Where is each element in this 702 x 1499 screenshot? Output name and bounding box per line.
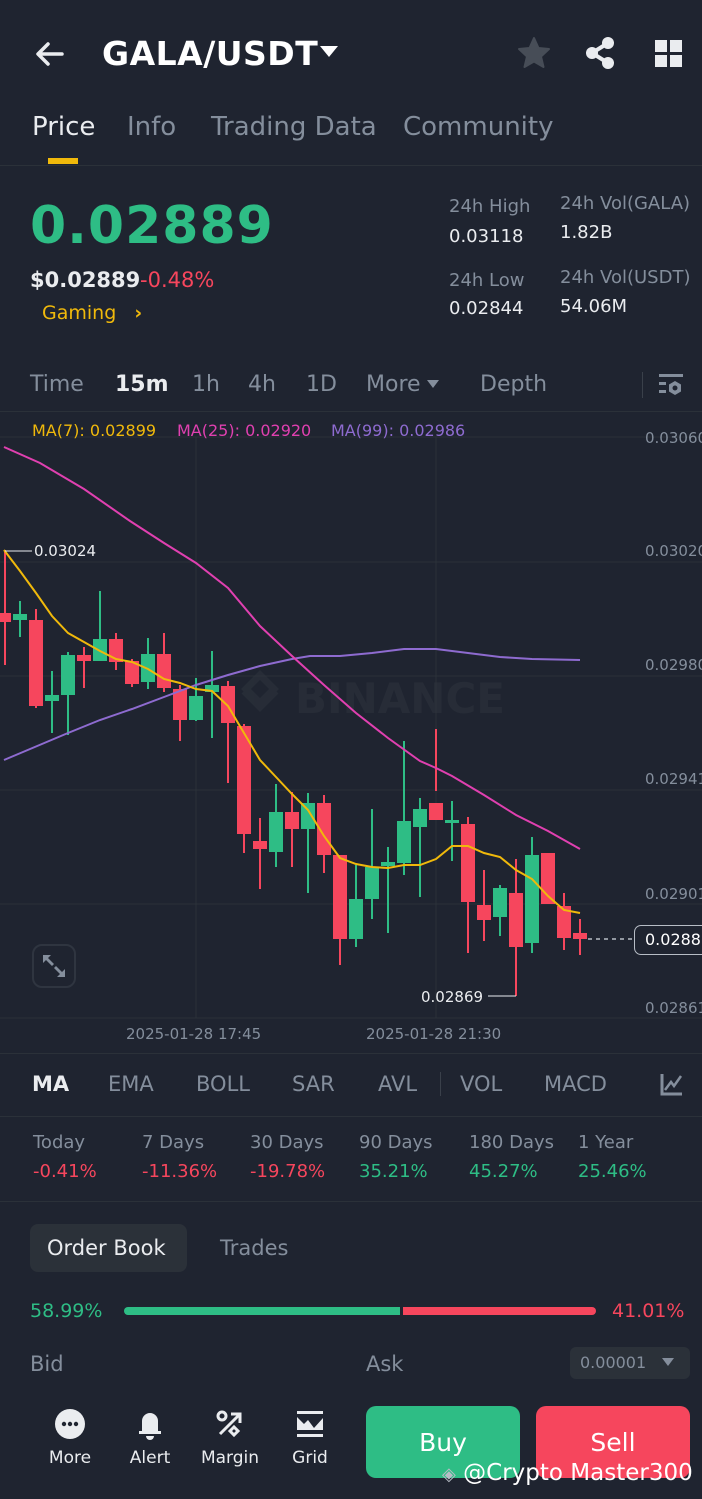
ask-ratio: 41.01% [612, 1300, 685, 1322]
high-label: 24h High [449, 196, 531, 217]
indicator-bar: MA EMA BOLL SAR AVL VOL MACD [0, 1053, 702, 1117]
caret-down-icon [662, 1358, 674, 1366]
tab-info[interactable]: Info [127, 112, 177, 142]
interval-15m[interactable]: 15m [115, 372, 169, 397]
high-value: 0.03118 [449, 226, 524, 247]
ma7-legend: MA(7): 0.02899 [32, 421, 157, 440]
indicator-avl[interactable]: AVL [378, 1072, 418, 1096]
sector-link[interactable]: Gaming › [42, 302, 142, 324]
y-tick: 0.03020 [645, 542, 702, 560]
x-tick: 2025-01-28 17:45 [126, 1025, 262, 1043]
grid-bot-icon [297, 1411, 323, 1437]
x-tick: 2025-01-28 21:30 [366, 1025, 502, 1043]
vol-base-value: 1.82B [560, 222, 613, 243]
vol-base-label: 24h Vol(GALA) [560, 193, 691, 214]
current-price-tag: 0.02889 [634, 925, 702, 955]
tab-trading-data[interactable]: Trading Data [211, 112, 377, 142]
caret-down-icon [427, 380, 439, 388]
binance-logo-icon: ◈ [442, 1464, 456, 1485]
bid-ratio: 58.99% [30, 1300, 103, 1322]
low-marker-label: 0.02869 [421, 988, 484, 1006]
margin-icon [216, 1410, 242, 1438]
indicator-ma[interactable]: MA [32, 1072, 70, 1096]
more-icon [55, 1409, 85, 1439]
precision-select[interactable]: 0.00001 [570, 1347, 690, 1379]
perf-today: Today -0.41% [33, 1132, 97, 1182]
tab-community[interactable]: Community [403, 112, 554, 142]
interval-depth[interactable]: Depth [480, 372, 548, 397]
vol-quote-value: 54.06M [560, 296, 628, 317]
interval-1h[interactable]: 1h [192, 372, 220, 397]
star-icon[interactable] [517, 36, 551, 70]
y-tick: 0.02980 [645, 656, 702, 674]
indicator-settings-icon[interactable] [660, 1072, 684, 1096]
more-button[interactable]: More [38, 1408, 102, 1468]
perf-180d: 180 Days 45.27% [469, 1132, 554, 1182]
interval-4h[interactable]: 4h [248, 372, 276, 397]
last-price: 0.02889 [30, 196, 274, 256]
usd-price: $0.02889 [30, 268, 141, 292]
y-tick: 0.02861 [645, 999, 702, 1017]
sector-label: Gaming [42, 302, 117, 324]
bid-ratio-bar [124, 1307, 400, 1315]
ask-ratio-bar [403, 1307, 596, 1315]
main-tabs: Price Info Trading Data Community [0, 110, 702, 166]
fullscreen-button[interactable] [32, 944, 76, 988]
change-percent: -0.48% [140, 268, 215, 292]
chart-settings-icon[interactable] [658, 372, 684, 398]
share-icon[interactable] [584, 36, 616, 70]
caret-down-icon[interactable] [320, 46, 338, 57]
tab-price[interactable]: Price [32, 112, 96, 142]
chevron-right-icon: › [134, 302, 143, 324]
buy-button[interactable]: Buy [366, 1406, 520, 1478]
interval-bar: Time 15m 1h 4h 1D More Depth [0, 360, 702, 412]
ma25-legend: MA(25): 0.02920 [177, 421, 312, 440]
divider [440, 1072, 441, 1096]
perf-30d: 30 Days -19.78% [250, 1132, 326, 1182]
candlestick-chart[interactable]: BINANCE [0, 413, 702, 1053]
svg-text:BINANCE: BINANCE [295, 674, 505, 723]
y-tick: 0.02941 [645, 770, 702, 788]
perf-90d: 90 Days 35.21% [359, 1132, 433, 1182]
active-tab-indicator [48, 158, 78, 164]
expand-icon [43, 955, 65, 977]
precision-value: 0.00001 [580, 1353, 647, 1372]
tab-order-book[interactable]: Order Book [30, 1224, 187, 1272]
ask-header: Ask [366, 1352, 404, 1376]
chart-canvas: BINANCE [0, 436, 702, 1019]
indicator-vol[interactable]: VOL [460, 1072, 503, 1096]
indicator-ema[interactable]: EMA [108, 1072, 154, 1096]
grid-icon[interactable] [655, 40, 683, 68]
tab-trades[interactable]: Trades [220, 1236, 289, 1260]
perf-1y: 1 Year 25.46% [578, 1132, 647, 1182]
ma99-legend: MA(99): 0.02986 [331, 421, 466, 440]
margin-button[interactable]: Margin [198, 1408, 262, 1468]
vol-quote-label: 24h Vol(USDT) [560, 267, 691, 288]
alert-button[interactable]: Alert [118, 1408, 182, 1468]
interval-time[interactable]: Time [30, 372, 84, 397]
high-marker-label: 0.03024 [34, 542, 97, 560]
perf-7d: 7 Days -11.36% [142, 1132, 218, 1182]
interval-more[interactable]: More [366, 372, 421, 397]
author-watermark: ◈ @Crypto Master300 [442, 1460, 693, 1486]
grid-button[interactable]: Grid [278, 1408, 342, 1468]
bell-icon [139, 1413, 161, 1440]
performance-row: Today -0.41% 7 Days -11.36% 30 Days -19.… [0, 1118, 702, 1202]
indicator-boll[interactable]: BOLL [196, 1072, 250, 1096]
indicator-sar[interactable]: SAR [292, 1072, 335, 1096]
back-arrow-icon[interactable] [32, 36, 68, 72]
interval-1d[interactable]: 1D [306, 372, 337, 397]
indicator-macd[interactable]: MACD [544, 1072, 607, 1096]
low-value: 0.02844 [449, 298, 524, 319]
low-label: 24h Low [449, 270, 525, 291]
header: GALA/USDT [0, 0, 702, 110]
pair-title[interactable]: GALA/USDT [102, 34, 319, 73]
binance-watermark: BINANCE [241, 670, 505, 723]
y-tick: 0.03060 [645, 429, 702, 447]
bid-header: Bid [30, 1352, 64, 1376]
y-tick: 0.02901 [645, 885, 702, 903]
divider [642, 372, 643, 398]
sell-button[interactable]: Sell [536, 1406, 690, 1478]
bottom-action-bar: More Alert Margin Grid Buy Sell [0, 1392, 702, 1499]
